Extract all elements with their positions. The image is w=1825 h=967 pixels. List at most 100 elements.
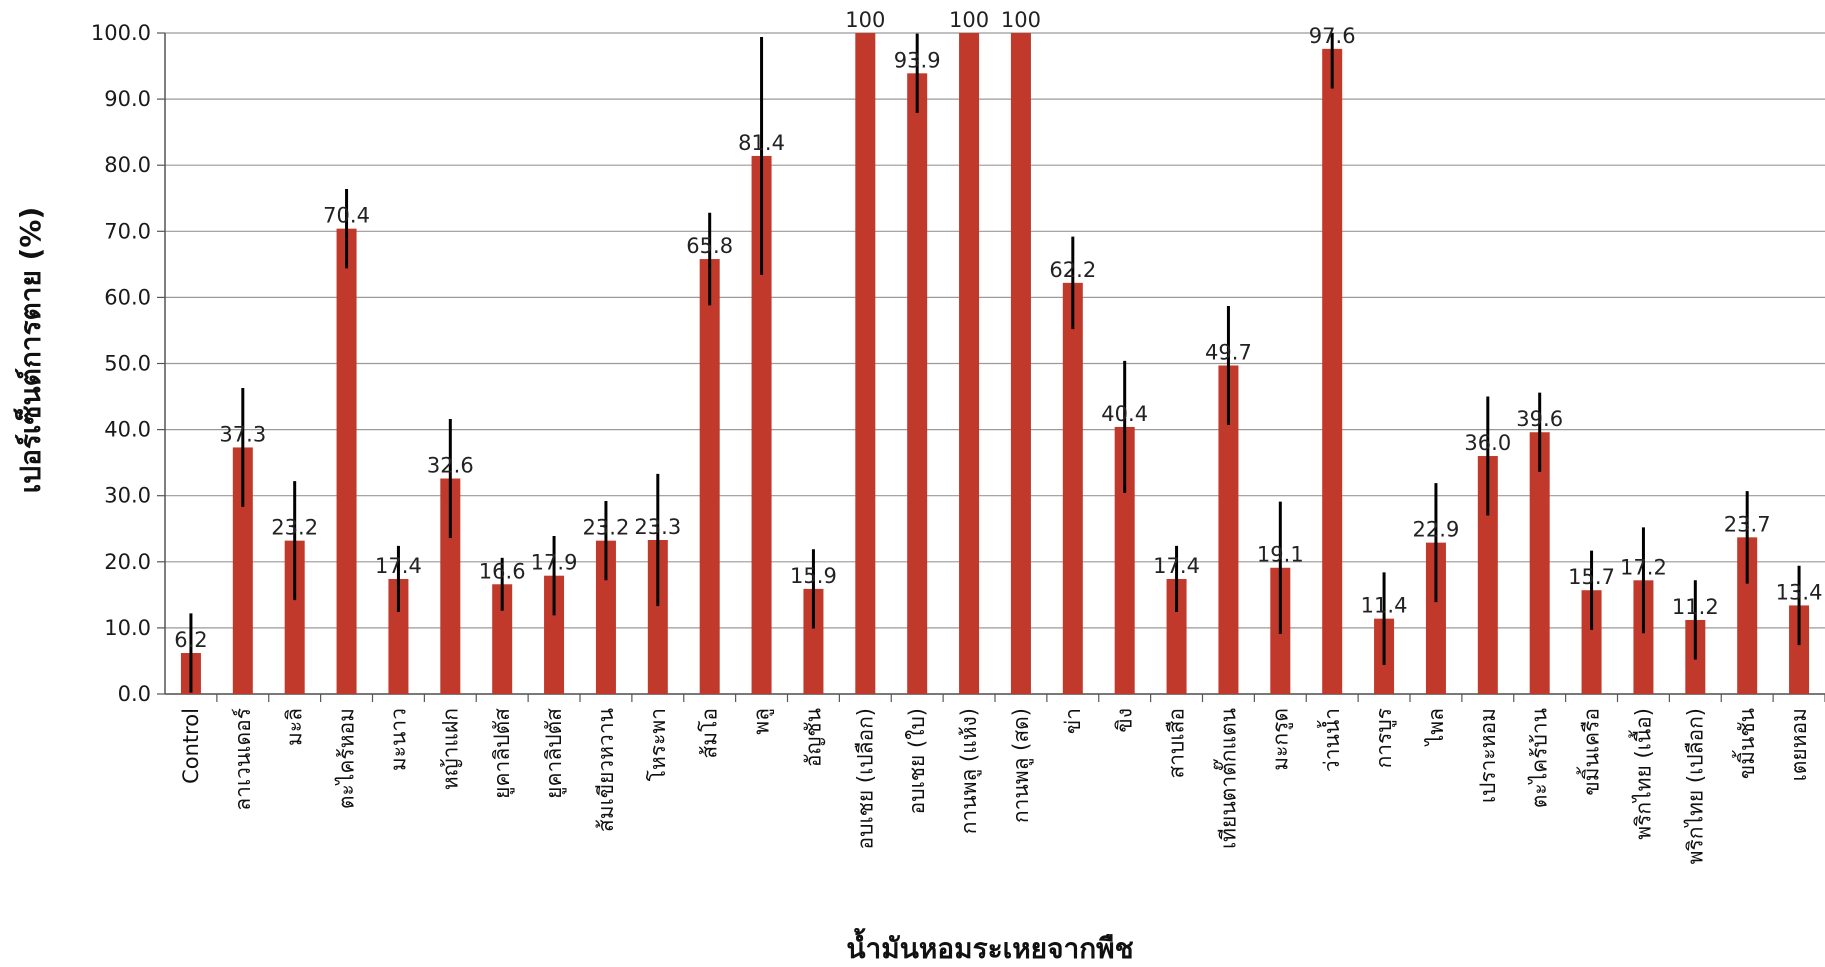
data-label: 13.4	[1776, 580, 1823, 604]
category-label: เตยหอม	[1787, 708, 1811, 781]
bar	[336, 228, 357, 694]
category-label: ตะไคร้บ้าน	[1528, 708, 1552, 808]
data-label: 97.6	[1309, 24, 1356, 48]
category-label: หญ้าแฝก	[438, 708, 462, 790]
data-label: 23.3	[634, 515, 681, 539]
category-label: ลาเวนเดอร์	[231, 708, 255, 811]
category-label: ขิง	[1113, 708, 1137, 733]
y-tick-label: 100.0	[91, 21, 151, 45]
y-tick-label: 70.0	[104, 219, 151, 243]
bar	[751, 155, 772, 695]
bar	[647, 539, 668, 694]
data-label: 17.9	[531, 551, 578, 575]
bar	[1633, 580, 1654, 694]
bar	[1789, 605, 1810, 694]
category-label: มะนาว	[386, 708, 410, 771]
data-label: 100	[949, 8, 989, 32]
data-label: 81.4	[738, 131, 785, 155]
bar	[1529, 432, 1550, 694]
gridlines	[165, 32, 1825, 695]
bar	[907, 73, 928, 695]
category-label: ตะไคร้หอม	[335, 708, 359, 809]
category-label: เทียนตาตั๊กแตน	[1212, 708, 1240, 849]
data-label: 23.2	[583, 516, 630, 540]
y-tick-label: 60.0	[104, 285, 151, 309]
category-label: อัญชัน	[801, 708, 825, 767]
y-tick-label: 0.0	[118, 682, 151, 706]
data-labels: 6.237.323.270.417.432.616.6 17.923.2 23.36…	[174, 8, 1822, 652]
y-tick-label: 80.0	[104, 153, 151, 177]
data-label: 37.3	[219, 422, 266, 446]
data-label: 49.7	[1205, 340, 1252, 364]
bar	[595, 540, 616, 694]
category-label: ไพล	[1424, 708, 1448, 747]
data-label: 23.7	[1724, 512, 1771, 536]
category-label: กานพลู (แห้ง)	[957, 708, 982, 834]
data-label: 100	[845, 8, 885, 32]
category-label: มะลิ	[283, 708, 307, 746]
data-label: 17.2	[1620, 555, 1667, 579]
bar	[1322, 48, 1343, 694]
data-label: 93.9	[894, 48, 941, 72]
data-label: 70.4	[323, 204, 370, 228]
category-label: ส้มโอ	[698, 708, 722, 759]
data-label: 22.9	[1413, 518, 1460, 542]
data-label: 11.4	[1361, 594, 1408, 618]
y-tick-label: 30.0	[104, 484, 151, 508]
category-label: ขมิ้นชัน	[1732, 708, 1759, 779]
category-label: กานพลู (สด)	[1009, 708, 1034, 823]
bar	[1114, 426, 1135, 694]
category-labels: Control ลาเวนเดอร์ มะลิ ตะไคร้หอม มะนาว หญ้าแ…	[179, 708, 1811, 864]
y-tick-label: 40.0	[104, 418, 151, 442]
data-label: 11.2	[1672, 595, 1719, 619]
bar	[284, 540, 305, 694]
category-label: อบเชย (ใบ)	[905, 708, 929, 814]
bar	[699, 259, 720, 694]
category-label: มะกรูด	[1268, 708, 1293, 771]
data-label: 17.4	[375, 554, 422, 578]
data-label: 19.1	[1257, 543, 1304, 567]
bar	[544, 575, 565, 694]
bar	[1166, 578, 1187, 694]
bar	[388, 578, 409, 694]
bar	[1581, 590, 1602, 694]
category-label: พริกไทย (เปลือก)	[1683, 708, 1707, 864]
bar	[440, 478, 461, 694]
data-label: 40.4	[1101, 402, 1148, 426]
x-axis-title: น้ำมันหอมระเหยจากพืช	[846, 927, 1133, 965]
data-label: 65.8	[686, 234, 733, 258]
category-label: เปราะหอม	[1476, 708, 1500, 803]
data-label: 17.4	[1153, 554, 1200, 578]
category-label: Control	[179, 708, 203, 784]
bar	[803, 588, 824, 694]
category-label: พลู	[750, 708, 775, 735]
data-label: 23.2	[271, 516, 318, 540]
data-label: 32.6	[427, 454, 474, 478]
y-tick-label: 20.0	[104, 550, 151, 574]
category-label: การบูร	[1372, 708, 1397, 768]
bar	[855, 33, 876, 694]
category-label: สาบเสือ	[1165, 708, 1189, 779]
y-tick-label: 90.0	[104, 87, 151, 111]
category-label: ส้มเขียวหวาน	[594, 708, 618, 832]
category-label: ยูคาลิปตัส	[542, 708, 567, 799]
data-label: 15.9	[790, 564, 837, 588]
data-label: 36.0	[1464, 431, 1511, 455]
category-label: พริกไทย (เนื้อ)	[1628, 708, 1655, 840]
bar	[1477, 456, 1498, 694]
y-axis-title: เปอร์เซ็นต์การตาย (%)	[13, 207, 47, 494]
category-label: อบเชย (เปลือก)	[853, 708, 877, 849]
category-label: ขมิ้นเครือ	[1577, 708, 1604, 796]
data-label: 6.2	[174, 628, 207, 652]
bar	[959, 33, 980, 694]
category-label: โหระพา	[646, 708, 670, 781]
data-label: 16.6	[479, 559, 526, 583]
category-label: ข่า	[1061, 708, 1085, 734]
data-label: 62.2	[1049, 258, 1096, 282]
bar	[232, 447, 253, 694]
bar	[1218, 365, 1239, 694]
bar	[1425, 542, 1446, 694]
bar	[1062, 282, 1083, 694]
y-tick-label: 50.0	[104, 352, 151, 376]
data-label: 100	[1001, 8, 1041, 32]
